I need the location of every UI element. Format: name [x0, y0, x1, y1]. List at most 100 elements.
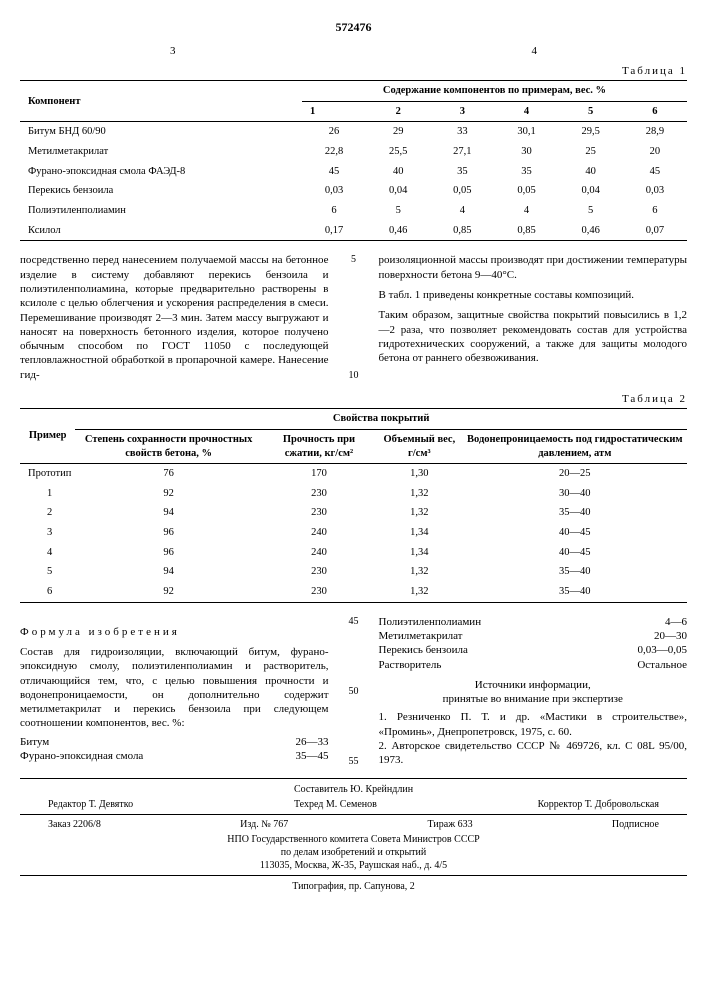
kv-row: Фурано-эпоксидная смола35—45 [20, 749, 329, 763]
kv-key: Растворитель [379, 658, 442, 672]
cell: 1 [20, 484, 75, 504]
para-a: роизоляционной массы производят при дост… [379, 253, 688, 282]
cell: 6 [302, 201, 366, 221]
page-right: 4 [532, 44, 538, 58]
cell: 0,85 [430, 221, 494, 241]
cell: 1,32 [376, 503, 463, 523]
t1-h-content: Содержание компонентов по примерам, вес.… [302, 81, 687, 102]
kv-val: 26—33 [296, 735, 329, 749]
lm5: 5 [351, 253, 356, 266]
cell: 29 [366, 122, 430, 142]
cell: 0,05 [430, 181, 494, 201]
cell: 5 [20, 562, 75, 582]
cell: 6 [623, 201, 687, 221]
cell: 40 [559, 162, 623, 182]
cell: 0,04 [559, 181, 623, 201]
formula-left-col: Формула изобретения Состав для гидроизол… [20, 615, 329, 768]
patent-number: 572476 [20, 20, 687, 36]
cell: 20—25 [463, 464, 687, 484]
text-columns-1: посредственно перед нанесением получаемо… [20, 253, 687, 382]
org1: НПО Государственного комитета Совета Мин… [20, 833, 687, 846]
kv-row: РастворительОстальное [379, 658, 688, 672]
table-row: 5942301,3235—40 [20, 562, 687, 582]
table-row: 2942301,3235—40 [20, 503, 687, 523]
cell: 230 [262, 562, 376, 582]
cell: 6 [20, 582, 75, 602]
kv-val: 20—30 [654, 629, 687, 643]
cell: 40 [366, 162, 430, 182]
cell: 20 [623, 142, 687, 162]
cell: 25 [559, 142, 623, 162]
cell: 29,5 [559, 122, 623, 142]
cell: 76 [75, 464, 262, 484]
cell: 35—40 [463, 562, 687, 582]
para-b: В табл. 1 приведены конкретные составы к… [379, 288, 688, 302]
t1-c5: 5 [559, 101, 623, 122]
kv-val: 35—45 [296, 749, 329, 763]
cell: 30—40 [463, 484, 687, 504]
cell: 4 [20, 543, 75, 563]
t1-c1: 1 [302, 101, 366, 122]
cell: 4 [494, 201, 558, 221]
cell: 0,46 [559, 221, 623, 241]
cell: 2 [20, 503, 75, 523]
cell: 1,32 [376, 582, 463, 602]
table-row: 3962401,3440—45 [20, 523, 687, 543]
t1-c4: 4 [494, 101, 558, 122]
cell: 40—45 [463, 543, 687, 563]
cell: 1,32 [376, 484, 463, 504]
text-col-right: роизоляционной массы производят при дост… [379, 253, 688, 382]
cell: Битум БНД 60/90 [20, 122, 302, 142]
corrector: Корректор Т. Добровольская [538, 798, 659, 811]
t1-c3: 3 [430, 101, 494, 122]
cell: 92 [75, 484, 262, 504]
source-2: 2. Авторское свидетельство СССР № 469726… [379, 739, 688, 768]
cell: 4 [430, 201, 494, 221]
kv-key: Перекись бензоила [379, 643, 468, 657]
table-row: Полиэтиленполиамин654456 [20, 201, 687, 221]
cell: Прототип [20, 464, 75, 484]
tirazh: Тираж 633 [428, 818, 473, 831]
kv-val: 0,03—0,05 [638, 643, 688, 657]
formula-block: Формула изобретения Состав для гидроизол… [20, 615, 687, 768]
cell: 0,03 [302, 181, 366, 201]
cell: 35 [430, 162, 494, 182]
kv-row: Битум26—33 [20, 735, 329, 749]
cell: 0,17 [302, 221, 366, 241]
cell: 96 [75, 523, 262, 543]
line-markers-2: 45 50 55 [347, 615, 361, 768]
para-c: Таким образом, защитные свойства покрыти… [379, 308, 688, 365]
cell: 1,30 [376, 464, 463, 484]
tipo: Типография, пр. Сапунова, 2 [20, 880, 687, 893]
cell: 1,34 [376, 523, 463, 543]
t2-c1: Степень сохранности прочностных свойств … [75, 429, 262, 463]
t1-h-component: Компонент [20, 81, 302, 122]
cell: Ксилол [20, 221, 302, 241]
cell: 22,8 [302, 142, 366, 162]
formula-text: Состав для гидроизоляции, включающий бит… [20, 645, 329, 731]
source-1: 1. Резниченко П. Т. и др. «Мастики в стр… [379, 710, 688, 739]
cell: 35 [494, 162, 558, 182]
cell: 230 [262, 582, 376, 602]
kv-key: Полиэтиленполиамин [379, 615, 482, 629]
cell: 35—40 [463, 503, 687, 523]
org2: по делам изобретений и открытий [20, 846, 687, 859]
table-row: Фурано-эпоксидная смола ФАЭД-84540353540… [20, 162, 687, 182]
order: Заказ 2206/8 [48, 818, 101, 831]
cell: Фурано-эпоксидная смола ФАЭД-8 [20, 162, 302, 182]
addr: 113035, Москва, Ж-35, Раушская наб., д. … [20, 859, 687, 872]
cell: 0,46 [366, 221, 430, 241]
table1-label: Таблица 1 [20, 64, 687, 78]
compiler: Составитель Ю. Крейндлин [20, 783, 687, 796]
izd: Изд. № 767 [240, 818, 288, 831]
cell: 26 [302, 122, 366, 142]
t2-h-props: Свойства покрытий [75, 409, 687, 430]
table-row: 4962401,3440—45 [20, 543, 687, 563]
cell: 0,85 [494, 221, 558, 241]
table1: Компонент Содержание компонентов по прим… [20, 80, 687, 241]
kv-row: Метилметакрилат20—30 [379, 629, 688, 643]
table-row: Ксилол0,170,460,850,850,460,07 [20, 221, 687, 241]
cell: 0,03 [623, 181, 687, 201]
table2-label: Таблица 2 [20, 392, 687, 406]
table-row: Прототип761701,3020—25 [20, 464, 687, 484]
